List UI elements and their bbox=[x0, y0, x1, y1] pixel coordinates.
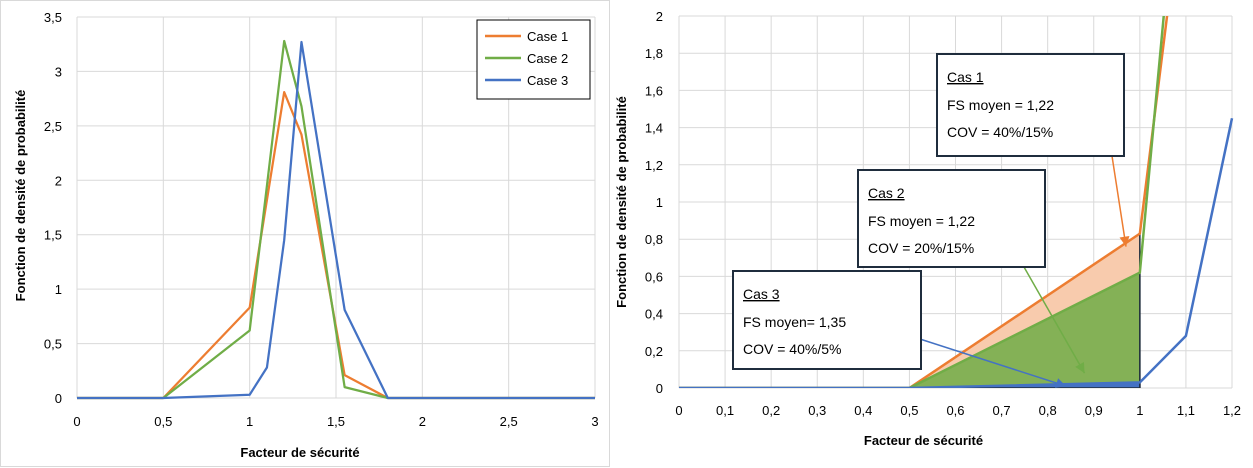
y-axis-title: Fonction de densité de probabilité bbox=[614, 96, 629, 308]
y-tick-label: 1 bbox=[656, 195, 663, 210]
y-tick-label: 0,4 bbox=[645, 307, 663, 322]
x-tick-label: 1,5 bbox=[327, 414, 345, 429]
annotation-arrowhead bbox=[1119, 235, 1130, 247]
annotation-title: Cas 1 bbox=[947, 69, 984, 85]
legend-entry: Case 3 bbox=[527, 73, 568, 88]
annotation-cov: COV = 20%/15% bbox=[868, 240, 974, 256]
annotation-fs: FS moyen = 1,22 bbox=[947, 97, 1054, 113]
right-chart-panel: 0 0,1 0,2 0,3 0,4 0,5 0,6 0,7 0,8 0,9 1 1,1 1,2 0 0,2 0… bbox=[614, 0, 1253, 467]
x-tick-label: 0,8 bbox=[1039, 403, 1057, 418]
x-tick-label: 1 bbox=[1136, 403, 1143, 418]
annotation-fs: FS moyen = 1,22 bbox=[868, 213, 975, 229]
annotation-cov: COV = 40%/15% bbox=[947, 124, 1053, 140]
y-tick-label: 2,5 bbox=[44, 119, 62, 134]
y-tick-label: 3,5 bbox=[44, 10, 62, 25]
annotation-arrow bbox=[1023, 266, 1086, 374]
annotation-box bbox=[936, 53, 1125, 157]
left-chart-panel: 0 0,5 1 1,5 2 2,5 3 0 0,5 1 1,5 2 2,5 3 3,5 Facteur de … bbox=[0, 0, 610, 467]
series-line bbox=[77, 39, 595, 400]
legend: Case 1 Case 2 Case 3 bbox=[476, 19, 591, 100]
annotation-fs: FS moyen= 1,35 bbox=[743, 314, 846, 330]
x-tick-label: 1,2 bbox=[1223, 403, 1241, 418]
y-tick-label: 1,8 bbox=[645, 46, 663, 61]
annotation-box bbox=[732, 270, 922, 370]
y-tick-label: 1,2 bbox=[645, 158, 663, 173]
series-line bbox=[679, 118, 1234, 388]
x-tick-label: 2,5 bbox=[500, 414, 518, 429]
annotation-cas-2: Cas 2 FS moyen = 1,22 COV = 20%/15% bbox=[857, 169, 1086, 374]
y-axis-title: Fonction de densité de probabilité bbox=[13, 90, 28, 302]
x-tick-label: 0,2 bbox=[762, 403, 780, 418]
x-tick-label: 0 bbox=[73, 414, 80, 429]
annotation-box bbox=[857, 169, 1046, 268]
y-tick-label: 0,6 bbox=[645, 269, 663, 284]
annotation-arrow bbox=[1111, 155, 1127, 247]
x-tick-label: 3 bbox=[591, 414, 598, 429]
annotation-arrowhead bbox=[1055, 378, 1067, 388]
x-tick-label: 0,3 bbox=[808, 403, 826, 418]
y-tick-label: 2 bbox=[656, 9, 663, 24]
series-line bbox=[77, 40, 595, 400]
annotation-cas-3: Cas 3 FS moyen= 1,35 COV = 40%/5% bbox=[732, 270, 1067, 388]
x-tick-label: 0,5 bbox=[154, 414, 172, 429]
x-tick-label: 0,4 bbox=[854, 403, 872, 418]
x-tick-label: 0,6 bbox=[946, 403, 964, 418]
y-tick-label: 0,5 bbox=[44, 337, 62, 352]
x-axis-title: Facteur de sécurité bbox=[864, 433, 983, 448]
plot-area bbox=[679, 16, 1234, 388]
y-tick-label: 1,6 bbox=[645, 83, 663, 98]
annotation-title: Cas 3 bbox=[743, 286, 780, 302]
y-tick-label: 0,8 bbox=[645, 232, 663, 247]
legend-entry: Case 1 bbox=[527, 29, 568, 44]
series-line bbox=[679, 16, 1165, 388]
x-tick-label: 0,1 bbox=[716, 403, 734, 418]
y-tick-label: 0,2 bbox=[645, 344, 663, 359]
x-tick-label: 0 bbox=[675, 403, 682, 418]
annotation-arrowhead bbox=[1075, 361, 1085, 374]
series-line bbox=[679, 16, 1169, 388]
annotation-title: Cas 2 bbox=[868, 185, 905, 201]
legend-entry: Case 2 bbox=[527, 51, 568, 66]
y-tick-label: 0 bbox=[55, 391, 62, 406]
y-tick-label: 1,5 bbox=[44, 228, 62, 243]
y-tick-label: 1 bbox=[55, 282, 62, 297]
y-tick-label: 2 bbox=[55, 173, 62, 188]
x-tick-label: 0,5 bbox=[900, 403, 918, 418]
x-tick-label: 1,1 bbox=[1177, 403, 1195, 418]
right-chart-svg: 0 0,1 0,2 0,3 0,4 0,5 0,6 0,7 0,8 0,9 1 1,1 1,2 0 0,2 0… bbox=[614, 9, 1241, 448]
legend-box bbox=[476, 19, 591, 100]
left-chart-svg: 0 0,5 1 1,5 2 2,5 3 0 0,5 1 1,5 2 2,5 3 3,5 Facteur de … bbox=[13, 10, 599, 460]
x-tick-label: 2 bbox=[419, 414, 426, 429]
x-tick-label: 0,7 bbox=[993, 403, 1011, 418]
y-tick-label: 3 bbox=[55, 64, 62, 79]
x-tick-label: 1 bbox=[246, 414, 253, 429]
x-axis-title: Facteur de sécurité bbox=[240, 445, 359, 460]
annotation-cov: COV = 40%/5% bbox=[743, 341, 841, 357]
y-tick-label: 1,4 bbox=[645, 121, 663, 136]
x-tick-label: 0,9 bbox=[1085, 403, 1103, 418]
y-tick-label: 0 bbox=[656, 381, 663, 396]
series-line bbox=[77, 90, 595, 400]
annotation-cas-1: Cas 1 FS moyen = 1,22 COV = 40%/15% bbox=[936, 53, 1130, 247]
